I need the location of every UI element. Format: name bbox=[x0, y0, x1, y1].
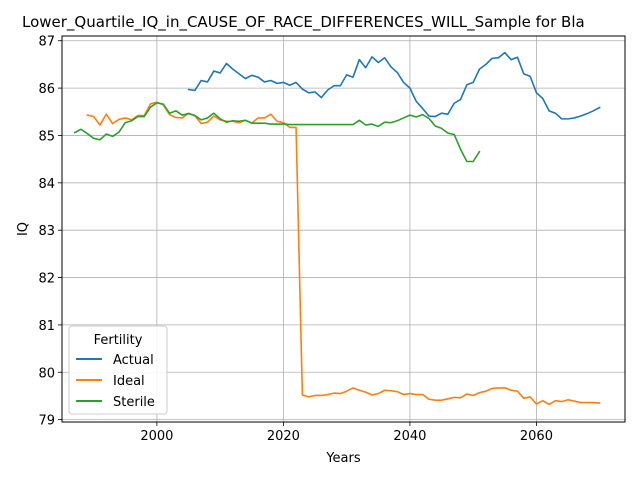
series-line-sterile bbox=[73, 101, 481, 163]
x-tick-label: 2060 bbox=[520, 429, 553, 444]
legend-label-actual: Actual bbox=[113, 353, 154, 368]
legend-label-ideal: Ideal bbox=[113, 374, 145, 389]
legend-label-sterile: Sterile bbox=[113, 395, 155, 410]
legend-title: Fertility bbox=[94, 333, 143, 348]
series-lines bbox=[73, 51, 601, 406]
y-tick-label: 80 bbox=[38, 366, 55, 381]
legend-entries: Actual Ideal Sterile bbox=[76, 353, 155, 410]
x-axis-label: Years bbox=[325, 451, 361, 466]
y-axis-label: IQ bbox=[16, 222, 31, 236]
legend: Fertility Actual Ideal Sterile bbox=[68, 325, 168, 415]
y-tick-label: 81 bbox=[38, 319, 55, 334]
x-tick-label: 2040 bbox=[393, 429, 426, 444]
y-tick-label: 87 bbox=[38, 35, 55, 50]
x-tick-label: 2000 bbox=[140, 429, 173, 444]
axis-ticks: 2000 2020 2040 2060 79 80 81 82 83 84 85 86 87 bbox=[38, 35, 553, 444]
y-tick-label: 82 bbox=[38, 272, 55, 287]
x-tick-label: 2020 bbox=[267, 429, 300, 444]
y-tick-label: 84 bbox=[38, 177, 55, 192]
legend-box bbox=[68, 325, 168, 415]
series-line-actual bbox=[187, 51, 601, 120]
y-tick-label: 83 bbox=[38, 224, 55, 239]
grid bbox=[62, 36, 625, 422]
chart-title: Lower_Quartile_IQ_in_CAUSE_OF_RACE_DIFFE… bbox=[22, 13, 585, 32]
y-tick-label: 86 bbox=[38, 82, 55, 97]
y-tick-label: 85 bbox=[38, 129, 55, 144]
plot-frame bbox=[61, 35, 626, 423]
series-line-ideal bbox=[86, 101, 601, 406]
y-tick-label: 79 bbox=[38, 414, 55, 429]
